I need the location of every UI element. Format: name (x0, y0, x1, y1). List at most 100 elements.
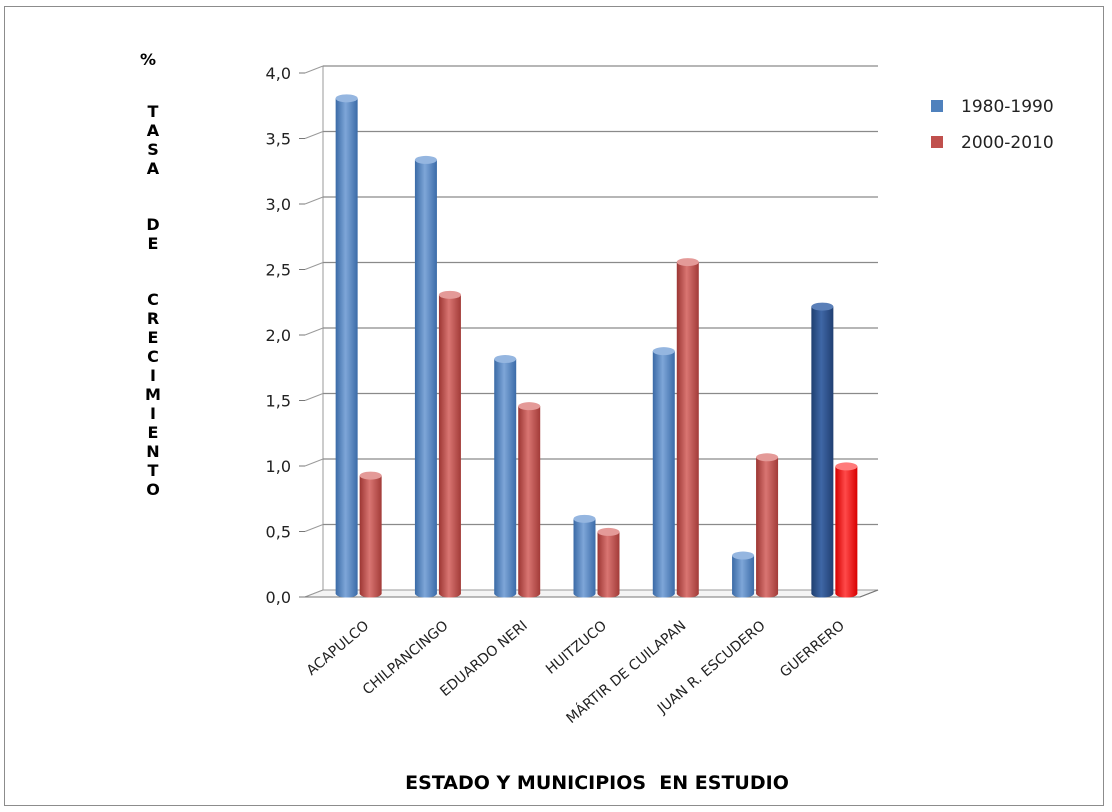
y-tick-label: 1,0 (266, 457, 291, 476)
bar-1980-1990-acapulco (335, 94, 358, 598)
bar-base (438, 589, 461, 598)
gridline-diagonal (304, 131, 324, 139)
gridline-diagonal (304, 327, 324, 336)
gridline-diagonal (304, 262, 324, 270)
bar-body (438, 294, 461, 594)
bar-top (652, 347, 675, 356)
y-axis-ticks: 0,0 0,5 1,0 1,5 2,0 2,5 3,0 3,5 4,0 (266, 64, 879, 607)
bar-top (494, 355, 517, 364)
y-axis-title-letter: T (148, 461, 159, 480)
bar-base (573, 589, 596, 598)
y-axis-percent-label: % (140, 50, 156, 69)
legend: 1980-1990 2000-2010 (931, 97, 1054, 153)
bar-body (652, 351, 675, 594)
bar-top (438, 290, 461, 299)
bar-body (732, 555, 755, 594)
bar-top (756, 453, 779, 462)
bar-top (518, 402, 541, 411)
bar-base (518, 589, 541, 598)
bar-2000-2010-chilpancingo (438, 290, 461, 598)
bar-top (597, 527, 620, 536)
bar-top (414, 155, 437, 164)
bar-body (573, 518, 596, 594)
x-axis-title: ESTADO Y MUNICIPIOS EN ESTUDIO (405, 772, 789, 794)
bar-base (494, 589, 517, 598)
bar-1980-1990-chilpancingo (414, 155, 437, 598)
bars (335, 94, 858, 598)
bar-base (835, 589, 858, 598)
y-axis-title-letter: A (147, 159, 160, 178)
gridlines (304, 65, 878, 532)
y-tick-label: 4,0 (266, 64, 291, 83)
bar-2000-2010-m-rtir-de-cuilapan (676, 258, 699, 598)
bar-body (494, 359, 517, 594)
legend-swatch-1980-1990 (931, 100, 943, 112)
bar-1980-1990-juan-r-escudero (732, 551, 755, 598)
bar-body (676, 262, 699, 594)
bar-base (597, 589, 620, 598)
y-axis-title-letter: E (148, 328, 159, 347)
legend-label-2000-2010: 2000-2010 (961, 133, 1054, 153)
y-axis-title-letter: C (147, 347, 159, 366)
bar-body (335, 98, 358, 594)
gridline-diagonal (304, 65, 324, 74)
x-tick-label: GUERRERO (777, 618, 848, 681)
y-axis-title-letter: D (146, 215, 159, 234)
bar-1980-1990-eduardo-neri (494, 355, 517, 598)
y-axis-title-letter: A (147, 121, 160, 140)
y-axis-title-letter: E (148, 234, 159, 253)
bar-base (756, 589, 779, 598)
y-axis-title-letter: T (148, 102, 159, 121)
legend-swatch-2000-2010 (931, 136, 943, 148)
bar-top (676, 258, 699, 267)
bar-base (335, 589, 358, 598)
bar-body (835, 466, 858, 594)
bar-body (359, 475, 382, 594)
bar-top (732, 551, 755, 560)
gridline-diagonal (304, 524, 324, 532)
bar-2000-2010-eduardo-neri (518, 402, 541, 598)
gridline-diagonal (304, 393, 324, 401)
bar-base (676, 589, 699, 598)
bar-body (756, 457, 779, 594)
y-tick-label: 2,0 (266, 326, 291, 345)
bar-top (359, 471, 382, 480)
bar-top (835, 462, 858, 471)
y-axis-title-letter: N (146, 442, 159, 461)
bar-top (811, 302, 834, 311)
y-axis-title-letter: S (147, 140, 159, 159)
y-axis-title-letter: C (147, 290, 159, 309)
y-tick-label: 1,5 (266, 392, 291, 411)
y-axis-title-letter: I (150, 404, 156, 423)
y-axis-title-letter: O (146, 480, 160, 499)
y-axis-title-letter: M (145, 385, 161, 404)
y-axis-title-letter: E (148, 423, 159, 442)
bar-base (359, 589, 382, 598)
x-tick-label: HUITZUCO (543, 618, 610, 678)
y-axis-title-letter: I (150, 366, 156, 385)
gridline-diagonal (304, 458, 324, 467)
y-tick-label: 0,0 (266, 588, 291, 607)
bar-2000-2010-guerrero (835, 462, 858, 598)
y-tick-label: 2,5 (266, 261, 291, 280)
bar-top (335, 94, 358, 103)
y-tick-label: 0,5 (266, 523, 291, 542)
bar-base (652, 589, 675, 598)
bar-2000-2010-juan-r-escudero (756, 453, 779, 598)
bar-2000-2010-huitzuco (597, 527, 620, 598)
y-tick-label: 3,5 (266, 130, 291, 149)
bar-1980-1990-huitzuco (573, 514, 596, 598)
y-axis-title-letter: R (147, 309, 159, 328)
bar-2000-2010-acapulco (359, 471, 382, 598)
bar-base (811, 589, 834, 598)
gridline-diagonal (304, 196, 324, 205)
bar-body (811, 306, 834, 594)
bar-top (573, 514, 596, 523)
x-axis-end (859, 589, 879, 598)
x-tick-label: ACAPULCO (304, 618, 372, 679)
bar-body (518, 406, 541, 594)
